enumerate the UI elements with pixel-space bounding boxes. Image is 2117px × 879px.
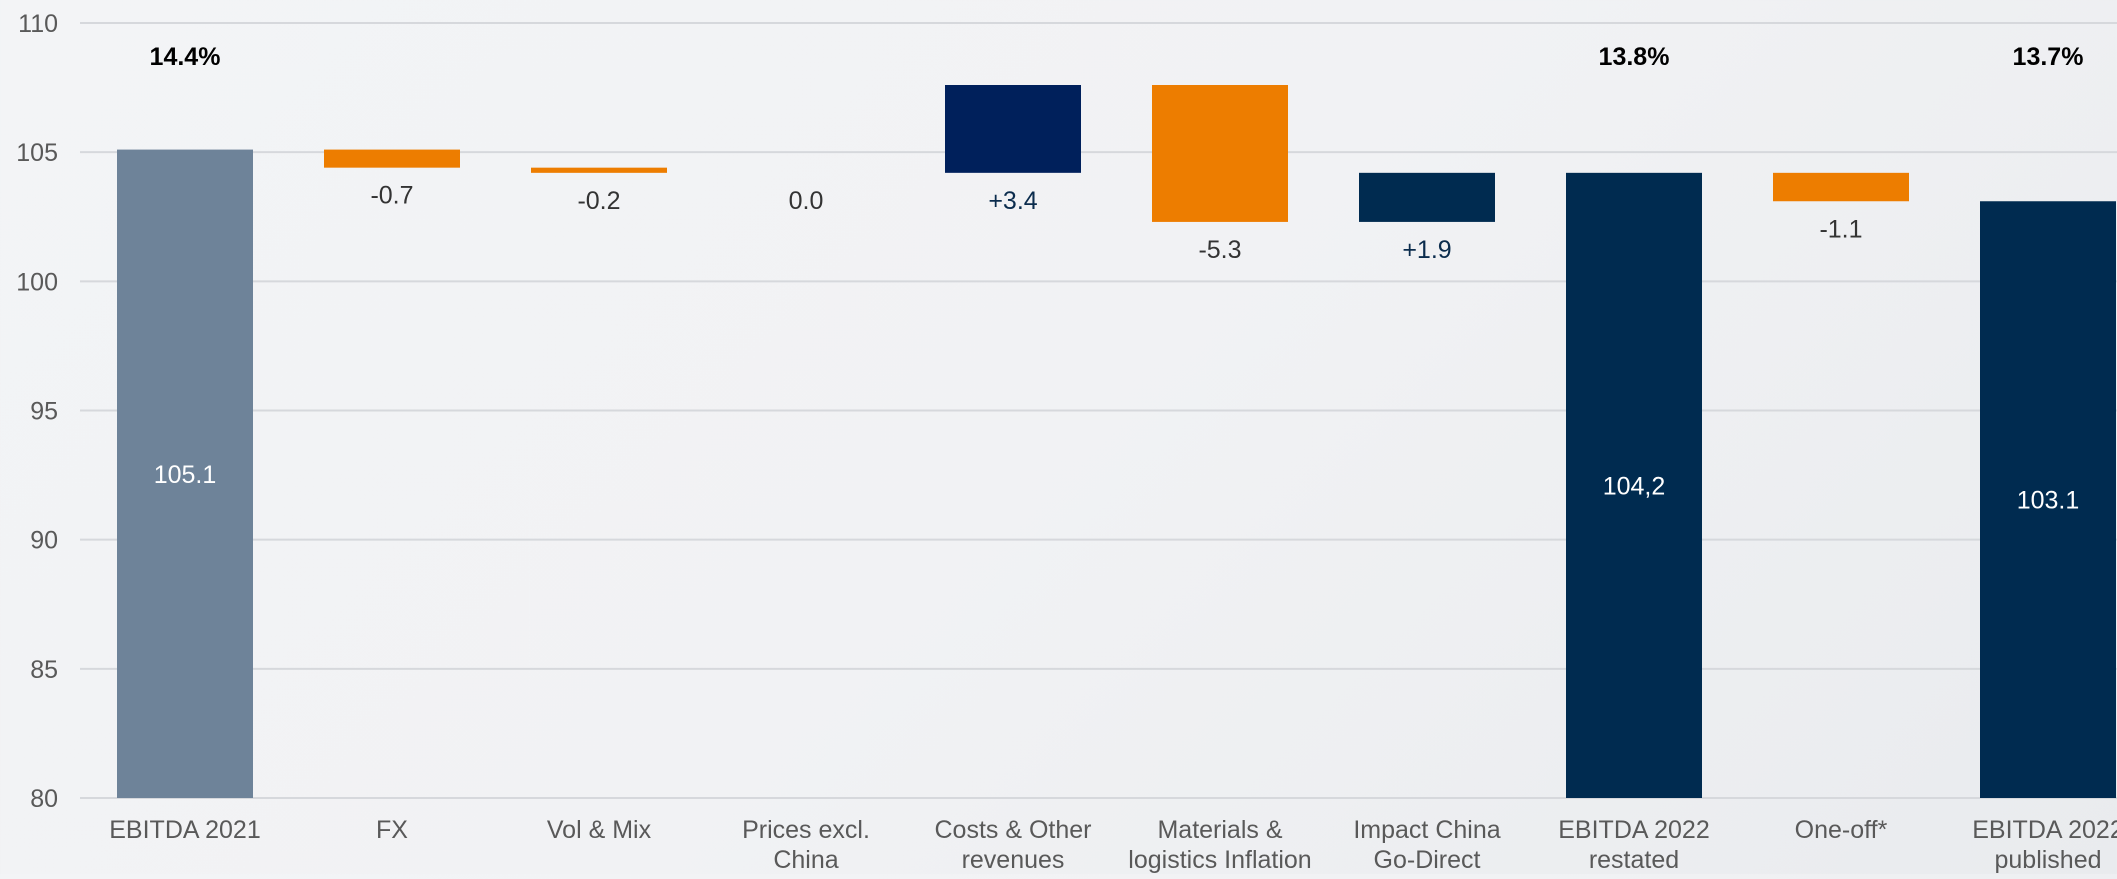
y-tick-label: 105 [16, 139, 58, 167]
margin-annotation: 13.8% [1599, 43, 1670, 71]
y-axis-ticks: 80 85 90 95 100 105 110 [16, 10, 58, 813]
category-label: EBITDA 2021 [109, 816, 260, 844]
category-label: Impact China [1353, 816, 1500, 844]
data-label: -0.7 [370, 182, 413, 210]
bar-5 [1152, 85, 1288, 222]
category-label: revenues [962, 846, 1065, 874]
category-label: EBITDA 2022 [1558, 816, 1709, 844]
category-label: Vol & Mix [547, 816, 652, 844]
data-labels: 105.1 -0.7 -0.2 0.0 +3.4 -5.3 +1.9 104,2 -1.1 103… [150, 43, 2084, 515]
data-label: 103.1 [2017, 487, 2080, 515]
category-label: Costs & Other [935, 816, 1092, 844]
category-label: EBITDA 2022 [1972, 816, 2117, 844]
data-label: 104,2 [1603, 472, 1666, 500]
data-label: +1.9 [1402, 236, 1451, 264]
bar-7 [1566, 172, 1702, 799]
bar-1 [324, 149, 460, 168]
bar-2 [531, 167, 667, 173]
data-label: -5.3 [1198, 236, 1241, 264]
bar-4 [945, 85, 1081, 173]
bar-8 [1773, 172, 1909, 202]
category-label: Prices excl. [742, 816, 870, 844]
y-tick-label: 85 [30, 656, 58, 684]
y-tick-label: 100 [16, 268, 58, 296]
category-label: logistics Inflation [1128, 846, 1311, 874]
data-label: -0.2 [577, 187, 620, 215]
bar-6 [1359, 172, 1495, 222]
category-label: China [773, 846, 838, 874]
data-label: 0.0 [789, 187, 824, 215]
category-label: FX [376, 816, 408, 844]
category-label: restated [1589, 846, 1679, 874]
category-label: published [1994, 846, 2101, 874]
margin-annotation: 14.4% [150, 43, 221, 71]
category-label: Go-Direct [1374, 846, 1481, 874]
data-label: -1.1 [1819, 215, 1862, 243]
category-label: One-off* [1795, 816, 1888, 844]
data-label: +3.4 [988, 187, 1037, 215]
bar-0 [117, 149, 253, 799]
y-tick-label: 110 [18, 10, 58, 38]
gridlines [80, 22, 2117, 799]
data-label: 105.1 [154, 461, 217, 489]
y-tick-label: 80 [30, 785, 58, 813]
x-axis-categories: EBITDA 2021 FX Vol & Mix Prices excl.China C… [109, 816, 2117, 874]
category-label: Materials & [1157, 816, 1282, 844]
margin-annotation: 13.7% [2013, 43, 2084, 71]
y-tick-label: 95 [30, 398, 58, 426]
bars [117, 85, 2116, 799]
bar-9 [1980, 201, 2116, 798]
y-tick-label: 90 [30, 527, 58, 555]
